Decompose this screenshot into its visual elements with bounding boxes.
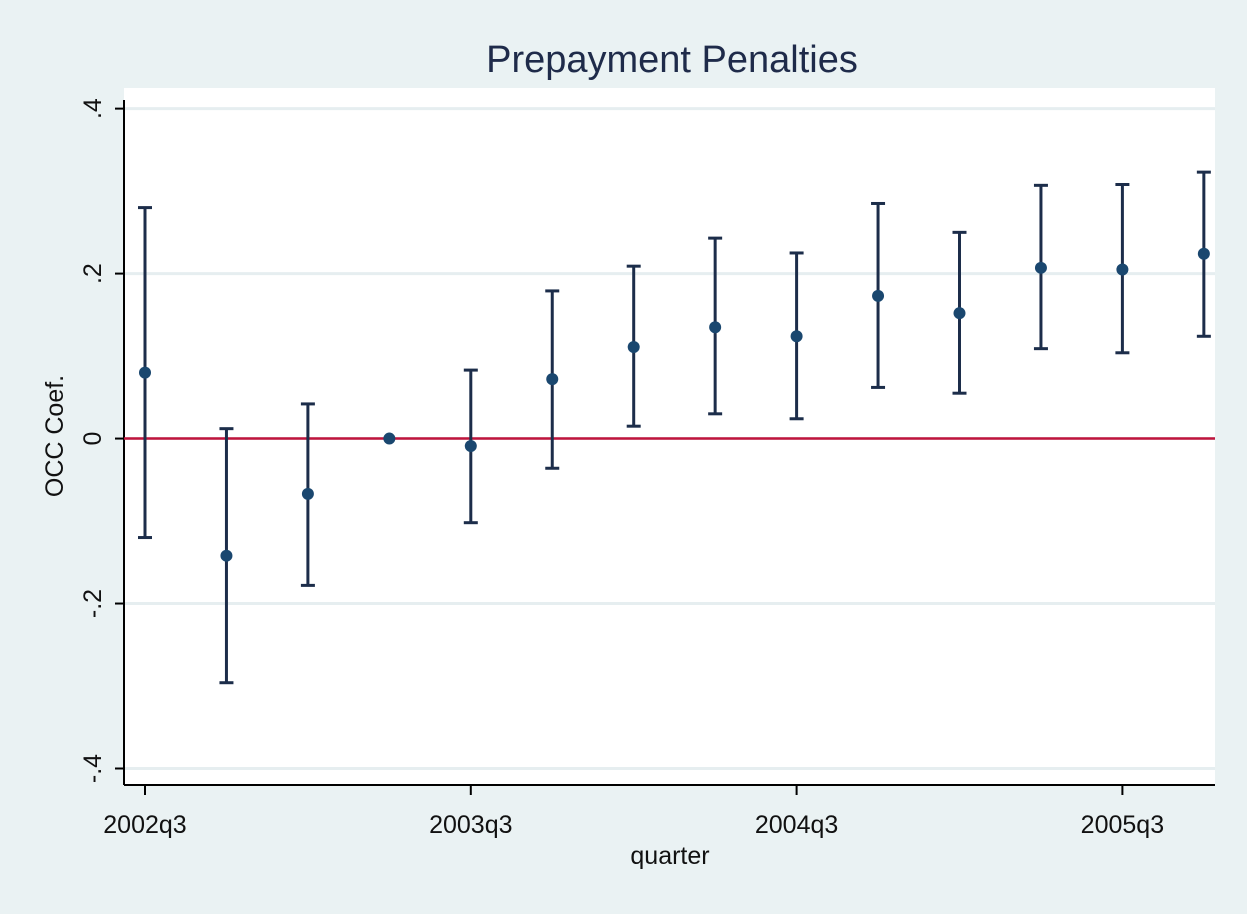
data-point: [953, 307, 966, 320]
data-point: [709, 321, 722, 334]
data-point: [464, 439, 477, 452]
x-tick-label: 2004q3: [755, 811, 838, 839]
data-point: [383, 432, 396, 445]
y-tick-label: .2: [79, 263, 107, 284]
chart-title: Prepayment Penalties: [486, 39, 858, 81]
y-tick-label: -.2: [79, 589, 107, 618]
data-point: [220, 549, 233, 562]
y-axis-label: OCC Coef.: [41, 375, 69, 497]
axis-layer: .4 .2 0 -.2 -.4 2002q3 2003q3 2004q3 2005q3: [79, 98, 1215, 839]
data-point: [546, 373, 559, 386]
data-point: [1034, 261, 1047, 274]
data-point: [790, 330, 803, 343]
x-axis-label: quarter: [630, 842, 709, 870]
x-tick-label: 2005q3: [1081, 811, 1164, 839]
series-layer: [138, 170, 1211, 685]
data-point: [1197, 247, 1210, 260]
data-point: [1116, 263, 1129, 276]
plot-area: [124, 88, 1215, 785]
y-tick-label: -.4: [79, 754, 107, 783]
y-tick-label: 0: [79, 432, 107, 446]
x-tick-label: 2003q3: [429, 811, 512, 839]
data-point: [627, 341, 640, 354]
y-tick-label: .4: [79, 98, 107, 119]
data-point: [139, 366, 151, 379]
x-tick-label: 2002q3: [103, 811, 186, 839]
data-point: [301, 487, 314, 500]
data-point: [872, 289, 885, 302]
